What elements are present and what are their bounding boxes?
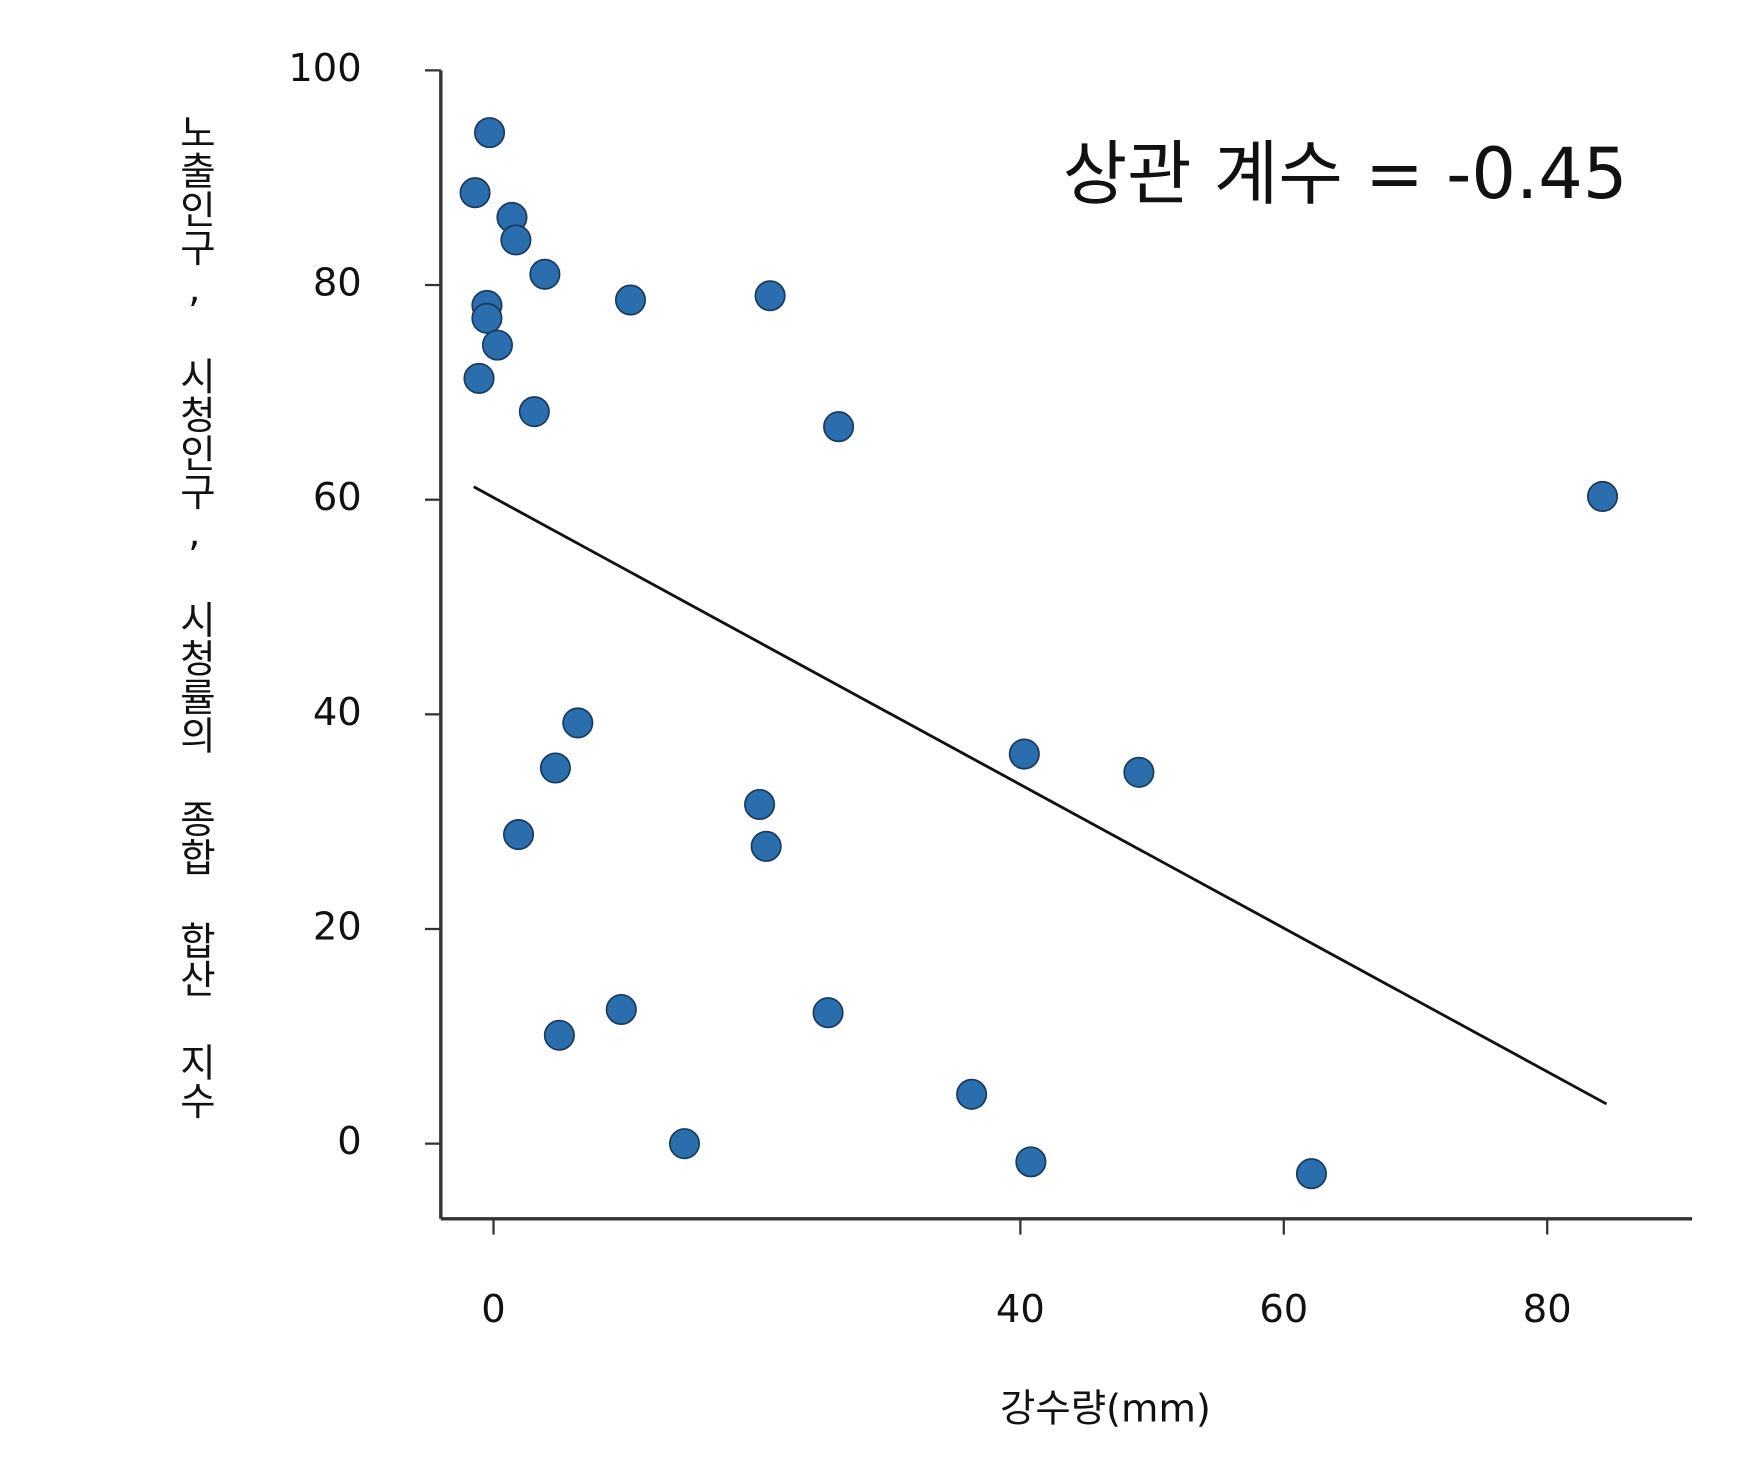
point	[754, 280, 786, 312]
point	[668, 1128, 701, 1160]
point	[605, 993, 637, 1026]
point	[543, 1019, 575, 1051]
y-tick-label: 60	[313, 475, 362, 520]
trendline	[473, 485, 1608, 1106]
y-tick-label: 20	[313, 904, 362, 949]
point	[1008, 738, 1040, 770]
y-tick-label: 0	[337, 1119, 361, 1164]
point	[529, 258, 561, 290]
x-tick-label: 60	[1259, 1287, 1308, 1332]
point	[500, 224, 532, 256]
point	[459, 177, 491, 209]
point	[614, 284, 647, 316]
point	[474, 117, 506, 149]
point	[1015, 1146, 1047, 1178]
point	[481, 329, 514, 361]
point	[956, 1078, 988, 1110]
y-tick-label: 80	[313, 261, 362, 306]
point	[750, 830, 782, 862]
point	[502, 819, 535, 851]
y-tick-label: 100	[288, 46, 361, 91]
point	[1586, 480, 1619, 513]
point	[812, 997, 844, 1029]
annotation: 상관 계수 = -0.45	[1063, 133, 1628, 215]
x-tick-label: 40	[996, 1287, 1045, 1332]
x-axis-label: 강수량(mm)	[1000, 1386, 1211, 1431]
point	[539, 752, 571, 784]
point	[463, 362, 495, 394]
point	[1123, 756, 1155, 788]
point	[744, 788, 776, 821]
point	[562, 707, 594, 739]
point	[471, 302, 503, 334]
y-tick-label: 40	[313, 690, 362, 735]
x-tick-label: 80	[1523, 1287, 1572, 1332]
x-tick-label: 0	[481, 1287, 505, 1332]
point	[1295, 1158, 1327, 1190]
point	[518, 396, 550, 428]
y-axis-label: 노출인구, 시청인구, 시청률의 종합 합산 지수	[172, 113, 217, 1120]
point	[823, 411, 855, 443]
